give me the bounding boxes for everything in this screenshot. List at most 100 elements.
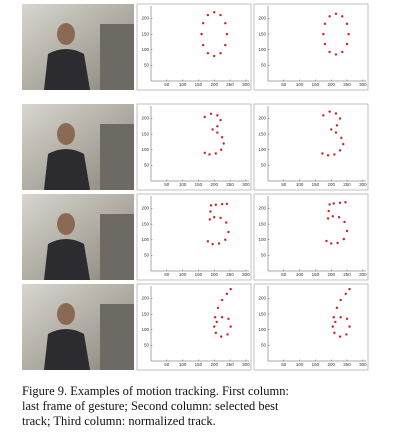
- x-tick-label: 100: [296, 362, 304, 367]
- background-shelf: [100, 304, 134, 370]
- y-tick-label: 150: [258, 31, 266, 36]
- y-tick-label: 200: [258, 116, 266, 121]
- y-tick-label: 150: [141, 31, 149, 36]
- background-shelf: [100, 24, 134, 90]
- track-point: [338, 149, 342, 152]
- x-tick-label: 300: [359, 362, 367, 367]
- track-point: [214, 152, 218, 155]
- track-point: [337, 216, 341, 219]
- x-tick-label: 100: [296, 82, 304, 87]
- y-tick-label: 150: [258, 311, 266, 316]
- x-tick-label: 200: [210, 272, 218, 277]
- y-tick-label: 150: [141, 131, 149, 136]
- track-point: [341, 15, 344, 18]
- x-tick-label: 50: [281, 362, 287, 367]
- track-point: [330, 242, 333, 245]
- x-tick-label: 100: [296, 182, 304, 187]
- track-point: [213, 216, 216, 219]
- track-point: [222, 142, 225, 145]
- x-tick-label: 300: [242, 272, 250, 277]
- track-point: [345, 333, 348, 336]
- person-body: [44, 149, 90, 190]
- y-tick-label: 100: [258, 327, 266, 332]
- plot-frame: [253, 103, 369, 191]
- track-point: [226, 333, 229, 336]
- person-head: [57, 123, 75, 145]
- x-tick-label: 50: [281, 272, 287, 277]
- track-point: [225, 32, 229, 36]
- x-tick-label: 50: [164, 182, 170, 187]
- x-tick-label: 150: [312, 362, 320, 367]
- track-point: [339, 298, 342, 302]
- track-point: [216, 306, 220, 310]
- track-point: [345, 317, 349, 321]
- caption: Figure 9. Examples of motion tracking. F…: [22, 384, 289, 428]
- track-point: [200, 32, 203, 36]
- y-tick-label: 100: [258, 147, 266, 152]
- track-point: [220, 202, 224, 206]
- track-point: [326, 154, 330, 157]
- y-tick-label: 50: [261, 343, 267, 348]
- y-tick-label: 150: [258, 221, 266, 226]
- x-tick-label: 50: [281, 182, 287, 187]
- track-point: [203, 151, 206, 155]
- plot-frame: [136, 103, 252, 191]
- track-point: [326, 217, 330, 220]
- track-point: [216, 125, 219, 128]
- track-point: [328, 203, 331, 206]
- track-point: [216, 131, 219, 134]
- person-body: [44, 49, 90, 90]
- track-point: [334, 53, 338, 56]
- track-point: [227, 230, 230, 234]
- track-point: [206, 13, 210, 17]
- x-tick-label: 100: [179, 82, 187, 87]
- x-tick-label: 250: [226, 82, 234, 87]
- person-head: [57, 213, 75, 235]
- y-tick-label: 50: [261, 163, 267, 168]
- person-head: [57, 23, 75, 45]
- track-point: [339, 316, 342, 319]
- x-tick-label: 200: [210, 82, 218, 87]
- track-point: [229, 287, 232, 291]
- track-point: [334, 131, 338, 134]
- track-point: [201, 21, 205, 25]
- plot-frame: [136, 193, 252, 281]
- track-point: [215, 320, 218, 324]
- track-point: [338, 117, 342, 120]
- y-tick-label: 50: [261, 63, 267, 68]
- x-tick-label: 200: [327, 182, 335, 187]
- track-point: [206, 51, 210, 55]
- track-point: [208, 218, 211, 221]
- x-tick-label: 150: [312, 82, 320, 87]
- track-point: [224, 43, 227, 47]
- track-point: [229, 325, 232, 328]
- background-shelf: [100, 124, 134, 190]
- y-tick-label: 200: [258, 16, 266, 21]
- track-point: [225, 221, 228, 224]
- track-point: [219, 216, 222, 220]
- track-point: [213, 11, 216, 14]
- track-point: [340, 136, 343, 140]
- track-point: [214, 331, 218, 335]
- x-tick-label: 200: [327, 82, 335, 87]
- x-tick-label: 250: [343, 82, 351, 87]
- track-point: [209, 112, 213, 116]
- y-tick-label: 150: [141, 221, 149, 226]
- track-point: [331, 325, 335, 328]
- track-point: [334, 320, 337, 324]
- track-point: [321, 152, 324, 155]
- track-point: [219, 148, 223, 151]
- x-tick-label: 300: [359, 182, 367, 187]
- y-tick-label: 200: [258, 206, 266, 211]
- track-point: [219, 13, 222, 17]
- track-point: [219, 335, 223, 338]
- plot-frame: [136, 283, 252, 371]
- x-tick-label: 100: [179, 362, 187, 367]
- track-point: [323, 42, 327, 46]
- x-tick-label: 50: [164, 82, 170, 87]
- x-tick-label: 50: [164, 362, 170, 367]
- y-tick-label: 50: [144, 63, 150, 68]
- track-point: [211, 128, 214, 131]
- track-point: [348, 325, 351, 328]
- track-point: [331, 215, 335, 218]
